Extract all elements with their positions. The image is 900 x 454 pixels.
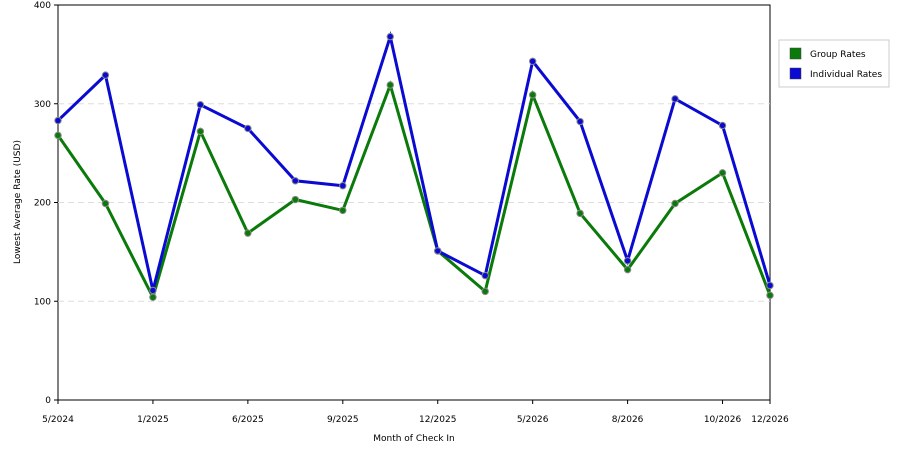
y-tick-label: 200 <box>34 199 51 209</box>
legend-label: Group Rates <box>810 50 866 60</box>
data-point <box>766 281 774 290</box>
data-point <box>244 124 252 133</box>
data-point <box>623 265 632 274</box>
data-point <box>718 169 727 177</box>
x-tick-label: 9/2025 <box>327 415 359 425</box>
data-point <box>291 177 300 185</box>
series-line <box>56 80 772 302</box>
y-axis-label: Lowest Average Rate (USD) <box>13 140 23 264</box>
x-tick-label: 12/2025 <box>419 415 456 425</box>
data-point <box>386 32 394 41</box>
series-line <box>56 30 772 291</box>
data-point <box>54 131 62 140</box>
data-point <box>576 117 584 126</box>
data-point <box>434 247 442 255</box>
data-point <box>196 101 205 109</box>
x-tick-label: 10/2026 <box>704 415 742 425</box>
x-axis-label: Month of Check In <box>373 434 455 444</box>
legend-label: Individual Rates <box>810 70 882 80</box>
y-tick-label: 0 <box>45 396 51 406</box>
x-tick-label: 8/2026 <box>612 415 644 425</box>
data-point <box>576 209 584 218</box>
data-point <box>196 127 205 136</box>
data-point <box>766 291 774 300</box>
data-point <box>386 81 394 89</box>
data-point <box>671 199 679 208</box>
x-tick-label: 1/2025 <box>137 415 169 425</box>
data-point <box>149 293 157 301</box>
data-point <box>149 286 157 295</box>
y-tick-label: 100 <box>34 297 51 307</box>
data-point <box>244 229 252 237</box>
y-tick-label: 400 <box>34 1 51 11</box>
x-tick-label: 12/2026 <box>751 415 789 425</box>
legend-swatch <box>789 67 802 80</box>
data-point <box>481 287 489 296</box>
data-point <box>671 95 679 103</box>
data-point <box>101 71 110 79</box>
x-tick-label: 5/2024 <box>42 415 74 425</box>
data-point <box>481 271 489 280</box>
data-point <box>339 182 347 190</box>
data-point <box>528 91 537 99</box>
data-point <box>339 206 347 215</box>
data-point <box>718 121 727 130</box>
data-point <box>623 257 632 265</box>
y-tick-label: 300 <box>34 100 51 110</box>
data-point <box>54 116 62 125</box>
x-tick-label: 6/2025 <box>232 415 264 425</box>
data-point <box>101 199 110 208</box>
legend-swatch <box>789 47 802 60</box>
data-point <box>291 195 300 204</box>
data-point <box>528 57 537 65</box>
x-tick-label: 5/2026 <box>517 415 549 425</box>
